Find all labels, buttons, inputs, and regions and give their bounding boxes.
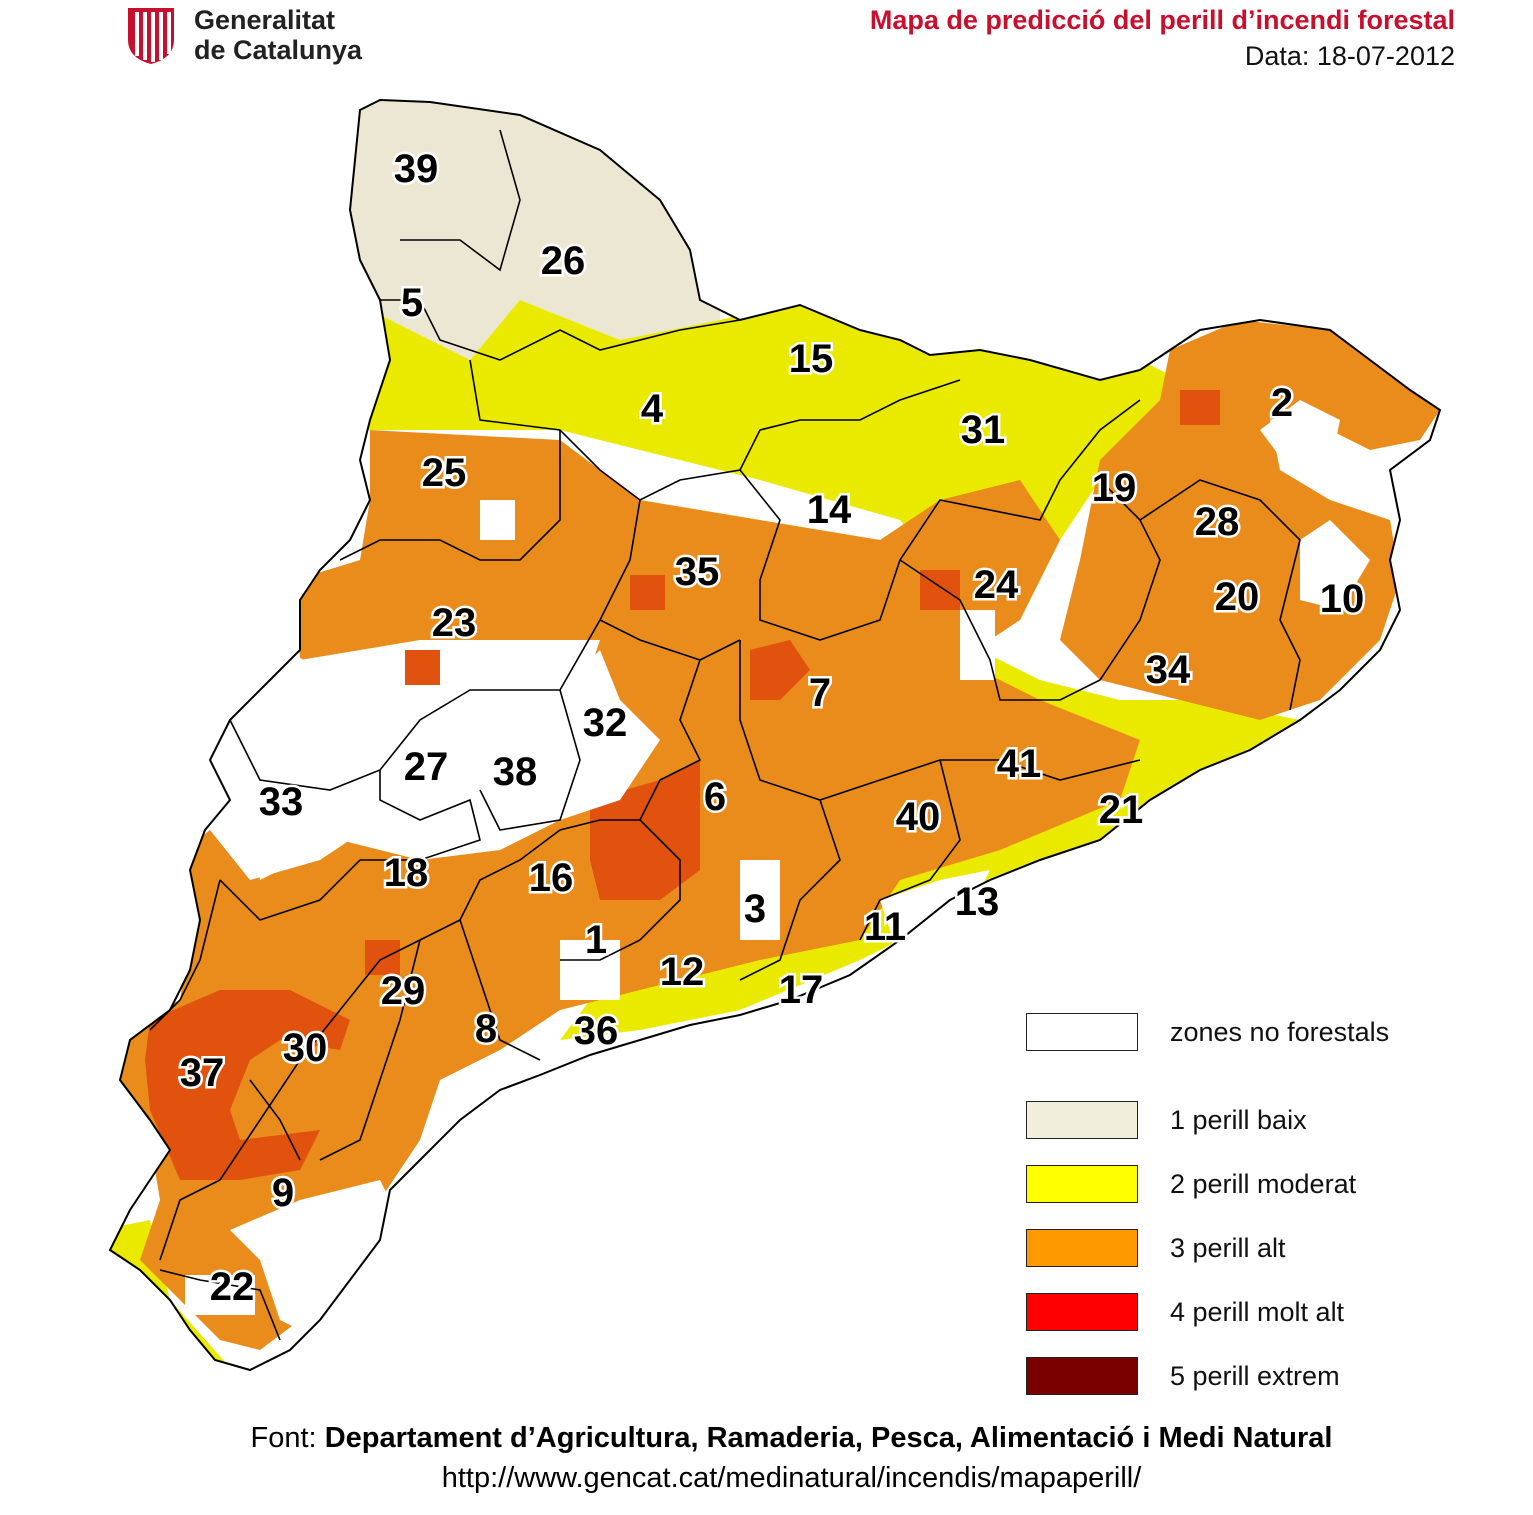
footer: Font: Departament d’Agricultura, Ramader…	[0, 1418, 1533, 1498]
zone-boundaries	[149, 129, 1301, 1341]
zone-label: 9	[272, 1171, 294, 1215]
legend-swatch	[1026, 1357, 1138, 1395]
non-forest-25	[480, 500, 515, 540]
risk-molt-alt-north-east	[1180, 390, 1220, 425]
legend-item-alt: 3 perill alt	[1026, 1228, 1446, 1268]
map-title: Mapa de predicció del perill d’incendi f…	[869, 5, 1455, 35]
zone-label: 28	[1195, 500, 1240, 544]
zone-label: 24	[974, 563, 1019, 607]
zone-label: 22	[210, 1265, 255, 1309]
catalonia-coat-of-arms-icon	[128, 8, 174, 64]
org-line2: de Catalunya	[194, 35, 363, 65]
zone-label: 1	[585, 918, 607, 962]
legend-label: 2 perill moderat	[1170, 1168, 1357, 1199]
zone-label: 7	[809, 671, 831, 715]
zone-label: 23	[432, 601, 477, 645]
zone-label: 37	[180, 1051, 225, 1095]
zone-label: 30	[283, 1026, 328, 1070]
zone-label: 29	[381, 969, 426, 1013]
risk-alt-east	[1060, 320, 1440, 720]
zone-label: 3	[744, 887, 766, 931]
footer-prefix: Font:	[250, 1422, 325, 1454]
zone-label: 21	[1099, 788, 1144, 832]
zone-label: 35	[675, 550, 720, 594]
non-forest-1	[560, 940, 620, 1000]
zone-label: 36	[574, 1009, 619, 1053]
zone-label: 20	[1215, 575, 1260, 619]
zone-label: 15	[789, 337, 834, 381]
org-line1: Generalitat	[194, 5, 336, 35]
legend-item-baix: 1 perill baix	[1026, 1100, 1446, 1140]
zone-label: 34	[1146, 648, 1191, 692]
footer-url-link[interactable]: http://www.gencat.cat/medinatural/incend…	[441, 1462, 1142, 1494]
zone-label: 10	[1320, 577, 1365, 621]
risk-molt-alt-24	[920, 570, 960, 610]
legend-item-extrem: 5 perill extrem	[1026, 1356, 1446, 1396]
zone-label: 13	[955, 880, 1000, 924]
zone-label: 11	[864, 905, 906, 949]
zone-label: 2	[1271, 381, 1293, 425]
legend-label: zones no forestals	[1170, 1016, 1390, 1047]
legend-label: 5 perill extrem	[1170, 1360, 1340, 1391]
zone-label: 41	[997, 742, 1042, 786]
zone-label: 8	[475, 1007, 497, 1051]
zone-label: 12	[660, 950, 705, 994]
map-date: Data: 18-07-2012	[1244, 41, 1455, 71]
legend-label: 4 perill molt alt	[1170, 1296, 1345, 1327]
legend-label: 3 perill alt	[1170, 1232, 1286, 1263]
non-forest-10	[1300, 520, 1370, 610]
non-forest-3	[740, 860, 780, 940]
zone-label: 18	[384, 851, 429, 895]
risk-molt-alt-7	[750, 640, 810, 700]
legend-swatch	[1026, 1101, 1138, 1139]
footer-source-line: Font: Departament d’Agricultura, Ramader…	[50, 1418, 1533, 1458]
zone-label: 4	[641, 387, 664, 431]
footer-source: Departament d’Agricultura, Ramaderia, Pe…	[324, 1422, 1333, 1454]
legend-swatch	[1026, 1229, 1138, 1267]
zone-label: 6	[704, 775, 726, 819]
zone-label: 25	[422, 451, 467, 495]
legend-item-non-forest: zones no forestals	[1026, 1012, 1446, 1052]
non-forest-24	[960, 610, 995, 680]
zone-label: 40	[896, 795, 941, 839]
organization-name: Generalitat de Catalunya	[194, 5, 362, 65]
zone-label: 38	[493, 750, 538, 794]
zone-label: 26	[541, 239, 586, 283]
zone-label: 27	[404, 745, 449, 789]
legend-label: 1 perill baix	[1170, 1104, 1307, 1135]
legend-item-molt-alt: 4 perill molt alt	[1026, 1292, 1446, 1332]
zone-label: 5	[401, 281, 423, 325]
zone-label: 19	[1092, 466, 1137, 510]
zone-label: 31	[961, 408, 1006, 452]
map-title-block: Mapa de predicció del perill d’incendi f…	[870, 2, 1455, 74]
legend-item-moderat: 2 perill moderat	[1026, 1164, 1446, 1204]
risk-molt-alt-29	[365, 940, 400, 975]
catalonia-outline	[108, 98, 1442, 1372]
legend-swatch	[1026, 1293, 1138, 1331]
non-forest-22	[185, 1275, 255, 1315]
zone-label: 33	[259, 780, 304, 824]
zone-label: 32	[583, 701, 628, 745]
legend-swatch	[1026, 1165, 1138, 1203]
zone-labels: 1 2 3 4 5 6 7 8 9 10 11 12 13 14 15 16 1…	[177, 145, 1367, 1312]
zone-label: 14	[807, 488, 852, 532]
risk-molt-alt-35	[630, 575, 665, 610]
legend-swatch	[1026, 1013, 1138, 1051]
generalitat-logo: Generalitat de Catalunya	[122, 4, 362, 66]
non-forest-2	[1260, 400, 1340, 470]
risk-molt-alt-23	[405, 650, 440, 685]
zone-label: 16	[529, 856, 574, 900]
zone-label: 17	[779, 968, 824, 1012]
risk-molt-alt-south	[145, 990, 350, 1180]
zone-label: 39	[394, 147, 439, 191]
